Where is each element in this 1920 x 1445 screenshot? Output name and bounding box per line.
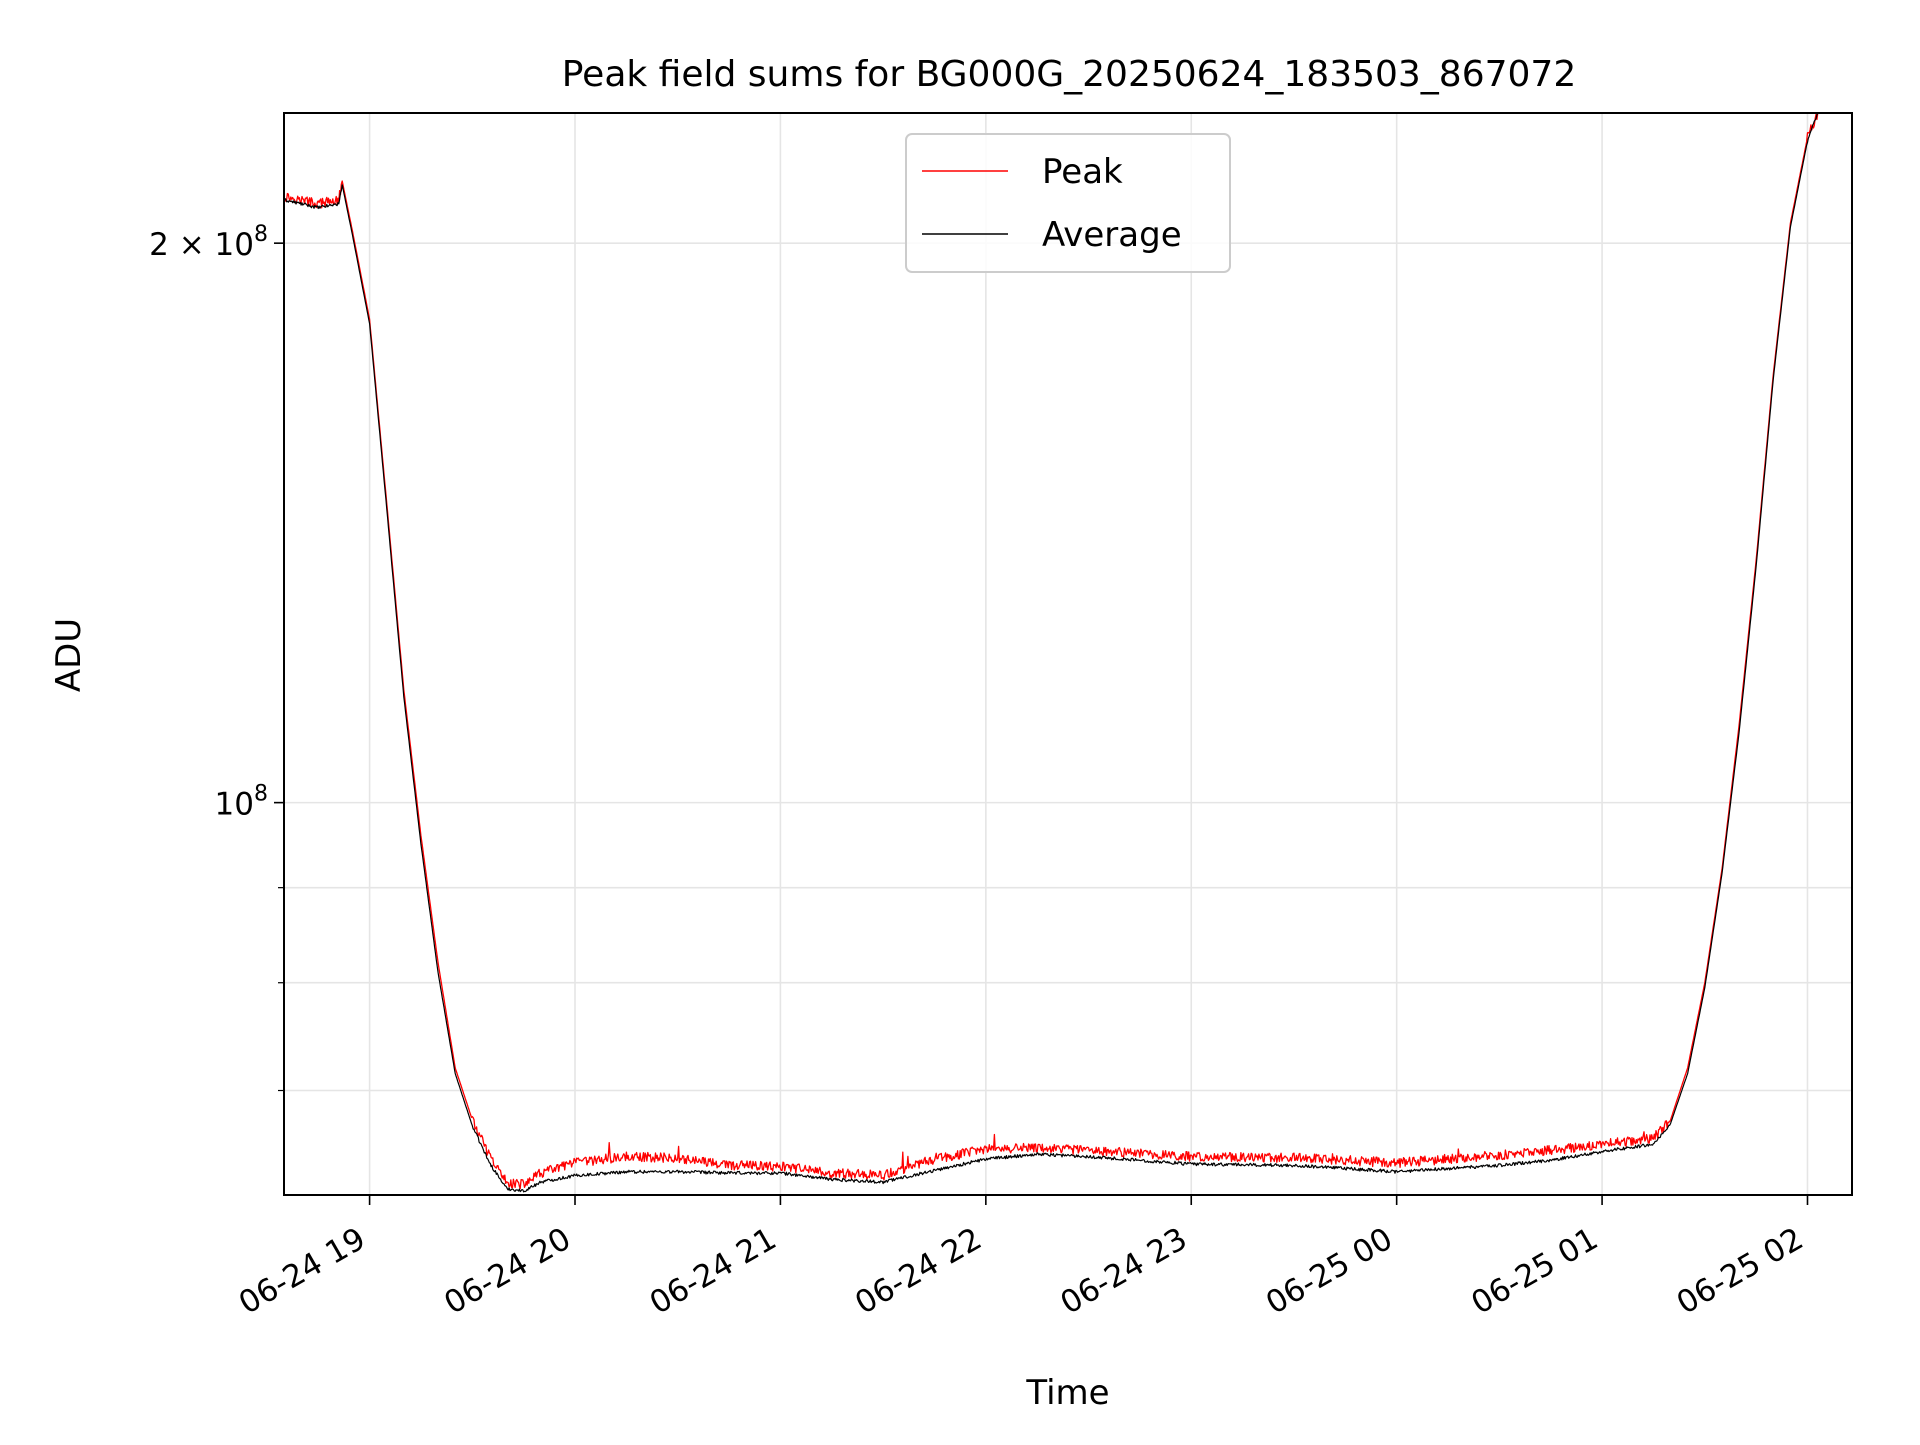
legend-label-peak: Peak: [1042, 152, 1123, 192]
legend-box: [905, 133, 1231, 273]
chart-title: Peak field sums for BG000G_20250624_1835…: [562, 54, 1577, 95]
grid-layer: [284, 113, 1852, 1195]
legend: Peak Average: [905, 133, 1231, 273]
y-axis-label: ADU: [49, 618, 89, 692]
y-tick-label: 108: [215, 782, 268, 823]
series-line-peak: [284, 113, 1819, 1190]
plot-frame: [283, 112, 1853, 1196]
y-tick-label: 2 × 108: [149, 222, 268, 263]
series-layer: [284, 113, 1819, 1193]
legend-label-average: Average: [1042, 215, 1182, 255]
series-line-average: [284, 113, 1819, 1193]
x-axis-label: Time: [1025, 1373, 1109, 1413]
